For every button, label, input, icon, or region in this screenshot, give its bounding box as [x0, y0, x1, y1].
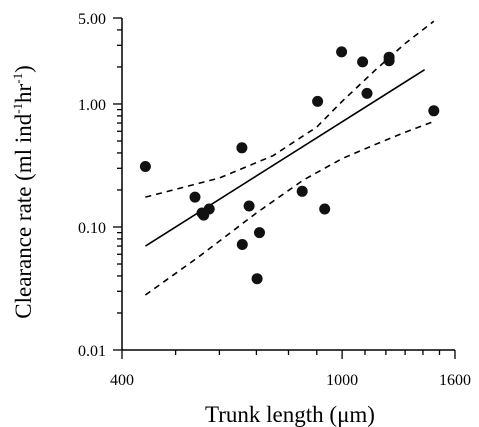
- confidence-lines: [144, 20, 435, 296]
- data-point: [319, 203, 331, 215]
- data-point: [312, 95, 324, 107]
- y-axis-title: Clearance rate (ml ind-1hr-1): [10, 65, 36, 319]
- x-axis-title-mu: μ: [337, 402, 349, 427]
- data-point: [236, 142, 248, 154]
- data-point: [357, 56, 369, 68]
- y-tick-label: 5.00: [78, 11, 106, 28]
- x-axis-title-part-1: Trunk length (: [205, 402, 337, 427]
- data-point: [251, 273, 263, 285]
- data-point: [189, 191, 201, 203]
- data-point: [296, 185, 308, 197]
- x-axis-title-part-3: m): [349, 402, 375, 427]
- data-points: [139, 46, 440, 285]
- data-point: [243, 200, 255, 212]
- data-point: [254, 227, 265, 239]
- x-tick-label: 1600: [439, 372, 471, 389]
- y-tick-label: 1.00: [78, 97, 106, 114]
- data-point: [203, 203, 215, 215]
- data-point: [236, 239, 248, 250]
- regression-line: [145, 69, 426, 247]
- y-axis-title-part-3: ): [11, 65, 36, 73]
- axes: [121, 18, 455, 351]
- lower-confidence-line: [144, 120, 435, 296]
- y-axis-title-sup-1: -1: [10, 103, 25, 114]
- regression-group: [145, 69, 426, 247]
- data-point: [383, 51, 395, 63]
- data-point: [139, 161, 151, 172]
- y-axis-title-part-1: Clearance rate (ml ind: [11, 113, 36, 318]
- y-axis-title-sup-2: -1: [10, 73, 25, 84]
- data-point: [428, 105, 440, 117]
- x-axis-title: Trunk length (μm): [205, 402, 375, 427]
- x-tick-label: 1000: [326, 372, 358, 389]
- y-axis-title-part-2: hr: [11, 83, 36, 103]
- y-tick-label: 0.01: [78, 343, 106, 360]
- y-tick-label: 0.10: [78, 220, 106, 237]
- x-tick-label: 400: [110, 372, 134, 389]
- data-point: [336, 46, 348, 58]
- upper-confidence-line: [145, 20, 435, 198]
- ticks: 0.01 0.10 1.00 5.00 400 1000 1600: [78, 11, 471, 389]
- data-point: [361, 87, 373, 99]
